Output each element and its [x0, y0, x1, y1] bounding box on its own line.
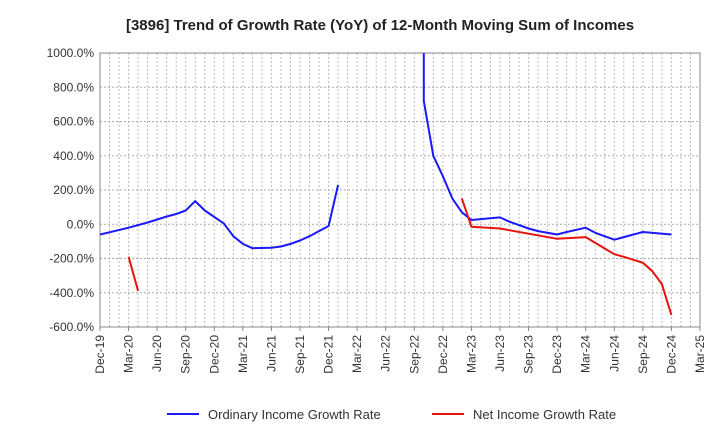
x-tick-label: Dec-23 [550, 335, 564, 374]
x-tick-label: Jun-23 [493, 335, 507, 372]
x-tick-label: Jun-24 [607, 335, 621, 372]
series-line-1 [127, 256, 140, 292]
x-tick-label: Jun-20 [150, 335, 164, 372]
x-tick-label: Mar-24 [579, 335, 593, 373]
x-axis: Dec-19 Mar-20 Jun-20 Sep-20 Dec-20 Mar-21 Jun-… [93, 327, 707, 374]
chart-title: [3896] Trend of Growth Rate (YoY) of 12-… [126, 17, 634, 34]
series-line-0 [100, 184, 340, 250]
y-tick-label: 1000.0% [47, 46, 95, 60]
grid [100, 52, 700, 328]
x-tick-label: Mar-20 [122, 335, 136, 373]
x-tick-label: Dec-24 [664, 335, 678, 374]
x-tick-label: Dec-22 [436, 335, 450, 374]
x-tick-label: Dec-20 [207, 335, 221, 374]
x-tick-label: Mar-21 [236, 335, 250, 373]
legend-label: Net Income Growth Rate [473, 407, 616, 422]
x-tick-label: Dec-19 [93, 335, 107, 374]
x-tick-label: Sep-23 [522, 335, 536, 374]
x-tick-label: Mar-23 [464, 335, 478, 373]
y-tick-label: 200.0% [53, 183, 94, 197]
legend: Ordinary Income Growth Rate Net Income G… [167, 407, 616, 422]
y-tick-label: 0.0% [67, 217, 95, 231]
y-tick-label: -400.0% [49, 286, 94, 300]
x-tick-label: Jun-21 [264, 335, 278, 372]
x-tick-label: Jun-22 [379, 335, 393, 372]
legend-item-ordinary: Ordinary Income Growth Rate [167, 407, 381, 422]
x-tick-label: Sep-21 [293, 335, 307, 374]
legend-item-net: Net Income Growth Rate [432, 407, 616, 422]
y-tick-label: 600.0% [53, 115, 94, 129]
x-tick-label: Mar-22 [350, 335, 364, 373]
series-line-1 [460, 198, 673, 316]
x-tick-label: Dec-21 [322, 335, 336, 374]
y-tick-label: -600.0% [49, 320, 94, 334]
x-tick-label: Sep-20 [179, 335, 193, 374]
y-tick-label: -200.0% [49, 252, 94, 266]
x-tick-label: Sep-24 [636, 335, 650, 374]
y-tick-label: 400.0% [53, 149, 94, 163]
y-axis: 1000.0% 800.0% 600.0% 400.0% 200.0% 0.0% -200.… [47, 46, 95, 334]
x-tick-label: Sep-22 [407, 335, 421, 374]
y-tick-label: 800.0% [53, 80, 94, 94]
x-tick-label: Mar-25 [693, 335, 707, 373]
legend-label: Ordinary Income Growth Rate [208, 407, 381, 422]
series-line-0 [422, 53, 672, 241]
plot-area [99, 52, 701, 328]
series-layer [100, 53, 673, 316]
